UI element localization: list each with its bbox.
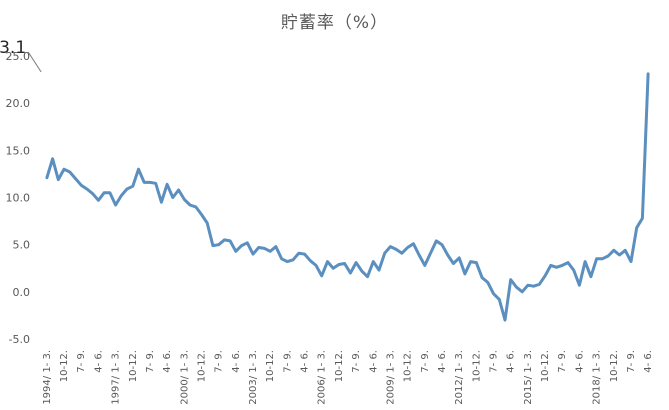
y-tick-label: -5.0 bbox=[9, 333, 30, 346]
x-tick-label: 2018/ 1- 3. bbox=[592, 350, 603, 405]
x-tick-label: 7- 9. bbox=[626, 350, 637, 373]
chart-title: 貯蓄率（%） bbox=[280, 13, 389, 33]
x-tick-label: 7- 9. bbox=[557, 350, 568, 373]
x-tick-label: 4- 6. bbox=[506, 350, 517, 373]
x-tick-label: 2009/ 1- 3. bbox=[385, 350, 396, 405]
y-tick-label: 5.0 bbox=[13, 239, 31, 252]
x-tick-label: 7- 9. bbox=[76, 350, 87, 373]
x-tick-label: 2003/ 1- 3. bbox=[248, 350, 259, 405]
x-tick-label: 4- 6. bbox=[93, 350, 104, 373]
x-tick-label: 10-12. bbox=[128, 350, 139, 382]
x-tick-label: 2012/ 1- 3. bbox=[454, 350, 465, 405]
x-tick-label: 2006/ 1- 3. bbox=[317, 350, 328, 405]
x-tick-label: 4- 6. bbox=[368, 350, 379, 373]
annotation-label: 23.1 bbox=[0, 38, 26, 58]
y-tick-label: 20.0 bbox=[6, 97, 31, 110]
x-tick-label: 4- 6. bbox=[231, 350, 242, 373]
x-tick-label: 1994/ 1- 3. bbox=[42, 350, 53, 405]
x-axis: 1994/ 1- 3. 10-12. 7- 9. 4- 6. 1997/ 1- 3. 10… bbox=[42, 350, 654, 405]
x-tick-label: 7- 9. bbox=[420, 350, 431, 373]
x-tick-label: 4- 6. bbox=[437, 350, 448, 373]
x-tick-label: 7- 9. bbox=[145, 350, 156, 373]
y-tick-label: 10.0 bbox=[6, 192, 31, 205]
x-tick-label: 10-12. bbox=[471, 350, 482, 382]
y-tick-label: 15.0 bbox=[6, 144, 31, 157]
x-tick-label: 7- 9. bbox=[489, 350, 500, 373]
y-tick-label: 0.0 bbox=[13, 286, 31, 299]
x-tick-label: 4- 6. bbox=[643, 350, 654, 373]
x-tick-label: 4- 6. bbox=[162, 350, 173, 373]
annotation-leader-line bbox=[27, 51, 42, 73]
series-line bbox=[45, 72, 650, 322]
y-tick-label: 25.0 bbox=[6, 50, 31, 63]
y-axis: 25.0 20.0 15.0 10.0 5.0 0.0 -5.0 bbox=[6, 50, 31, 346]
x-tick-label: 10-12. bbox=[403, 350, 414, 382]
annotation-layer: 23.1 bbox=[0, 38, 42, 73]
x-tick-label: 7- 9. bbox=[351, 350, 362, 373]
x-tick-label: 7- 9. bbox=[282, 350, 293, 373]
x-tick-label: 2015/ 1- 3. bbox=[523, 350, 534, 405]
x-tick-label: 7- 9. bbox=[214, 350, 225, 373]
x-tick-label: 4- 6. bbox=[574, 350, 585, 373]
x-tick-label: 10-12. bbox=[59, 350, 70, 382]
x-tick-label: 10-12. bbox=[196, 350, 207, 382]
x-tick-label: 10-12. bbox=[609, 350, 620, 382]
x-tick-label: 10-12. bbox=[540, 350, 551, 382]
x-tick-label: 10-12. bbox=[334, 350, 345, 382]
x-tick-label: 4- 6. bbox=[300, 350, 311, 373]
series-layer bbox=[45, 72, 650, 322]
x-tick-label: 1997/ 1- 3. bbox=[111, 350, 122, 405]
x-tick-label: 10-12. bbox=[265, 350, 276, 382]
x-tick-label: 2000/ 1- 3. bbox=[179, 350, 190, 405]
